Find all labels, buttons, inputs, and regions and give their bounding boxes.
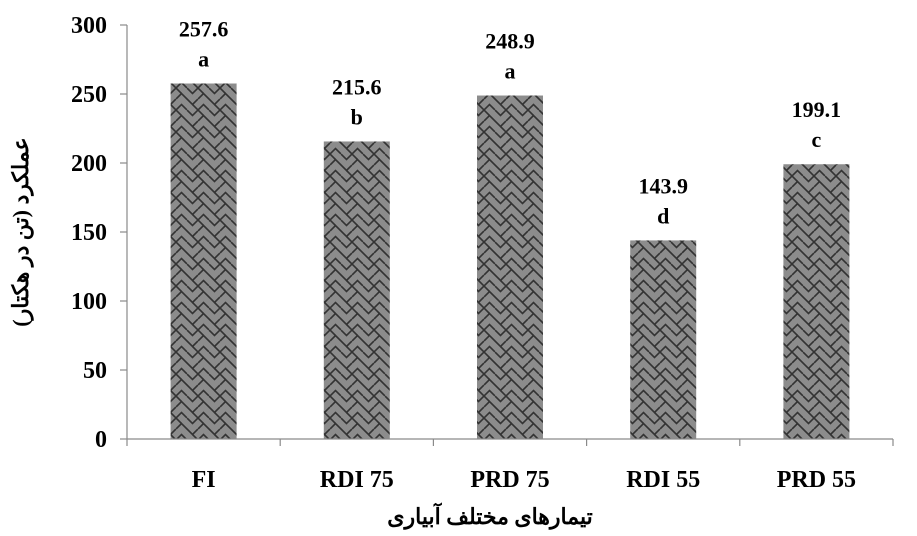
y-tick-label: 100 [71, 289, 107, 315]
x-tick-label: PRD 75 [470, 467, 549, 493]
y-tick-label: 0 [95, 427, 107, 453]
data-label: 248.9 [485, 29, 535, 54]
data-label: 199.1 [792, 97, 842, 122]
bar [630, 240, 697, 439]
bar [170, 83, 237, 440]
significance-letter: c [812, 127, 822, 152]
significance-letter: a [198, 47, 209, 72]
bar [783, 164, 850, 439]
x-axis-ticks: FI RDI 75 PRD 75 RDI 55 PRD 55 [126, 439, 894, 493]
bars-group [170, 83, 850, 440]
x-tick-label: FI [192, 467, 216, 493]
bar [323, 141, 390, 440]
data-labels-group: a 257.6 b 215.6 a 248.9 d 143.9 c 199.1 [179, 17, 841, 229]
y-tick-label: 300 [71, 13, 107, 39]
x-tick-label: RDI 75 [320, 467, 394, 493]
significance-letter: b [351, 104, 363, 129]
x-axis-title: تیمارهای مختلف آبیاری [387, 502, 592, 530]
y-axis-title: عملکرد (تن در هکتار) [8, 137, 34, 326]
y-tick-label: 150 [71, 220, 107, 246]
y-tick-label: 200 [71, 151, 107, 177]
bar [477, 95, 543, 439]
data-label: 143.9 [638, 173, 688, 198]
data-label: 257.6 [179, 17, 229, 42]
y-tick-label: 250 [71, 82, 107, 108]
data-label: 215.6 [332, 74, 382, 99]
y-axis-ticks: 0 50 100 150 200 250 300 [71, 13, 127, 453]
y-tick-label: 50 [83, 358, 107, 384]
significance-letter: d [657, 203, 669, 228]
x-tick-label: PRD 55 [777, 467, 856, 493]
x-tick-label: RDI 55 [626, 467, 700, 493]
significance-letter: a [505, 59, 516, 84]
